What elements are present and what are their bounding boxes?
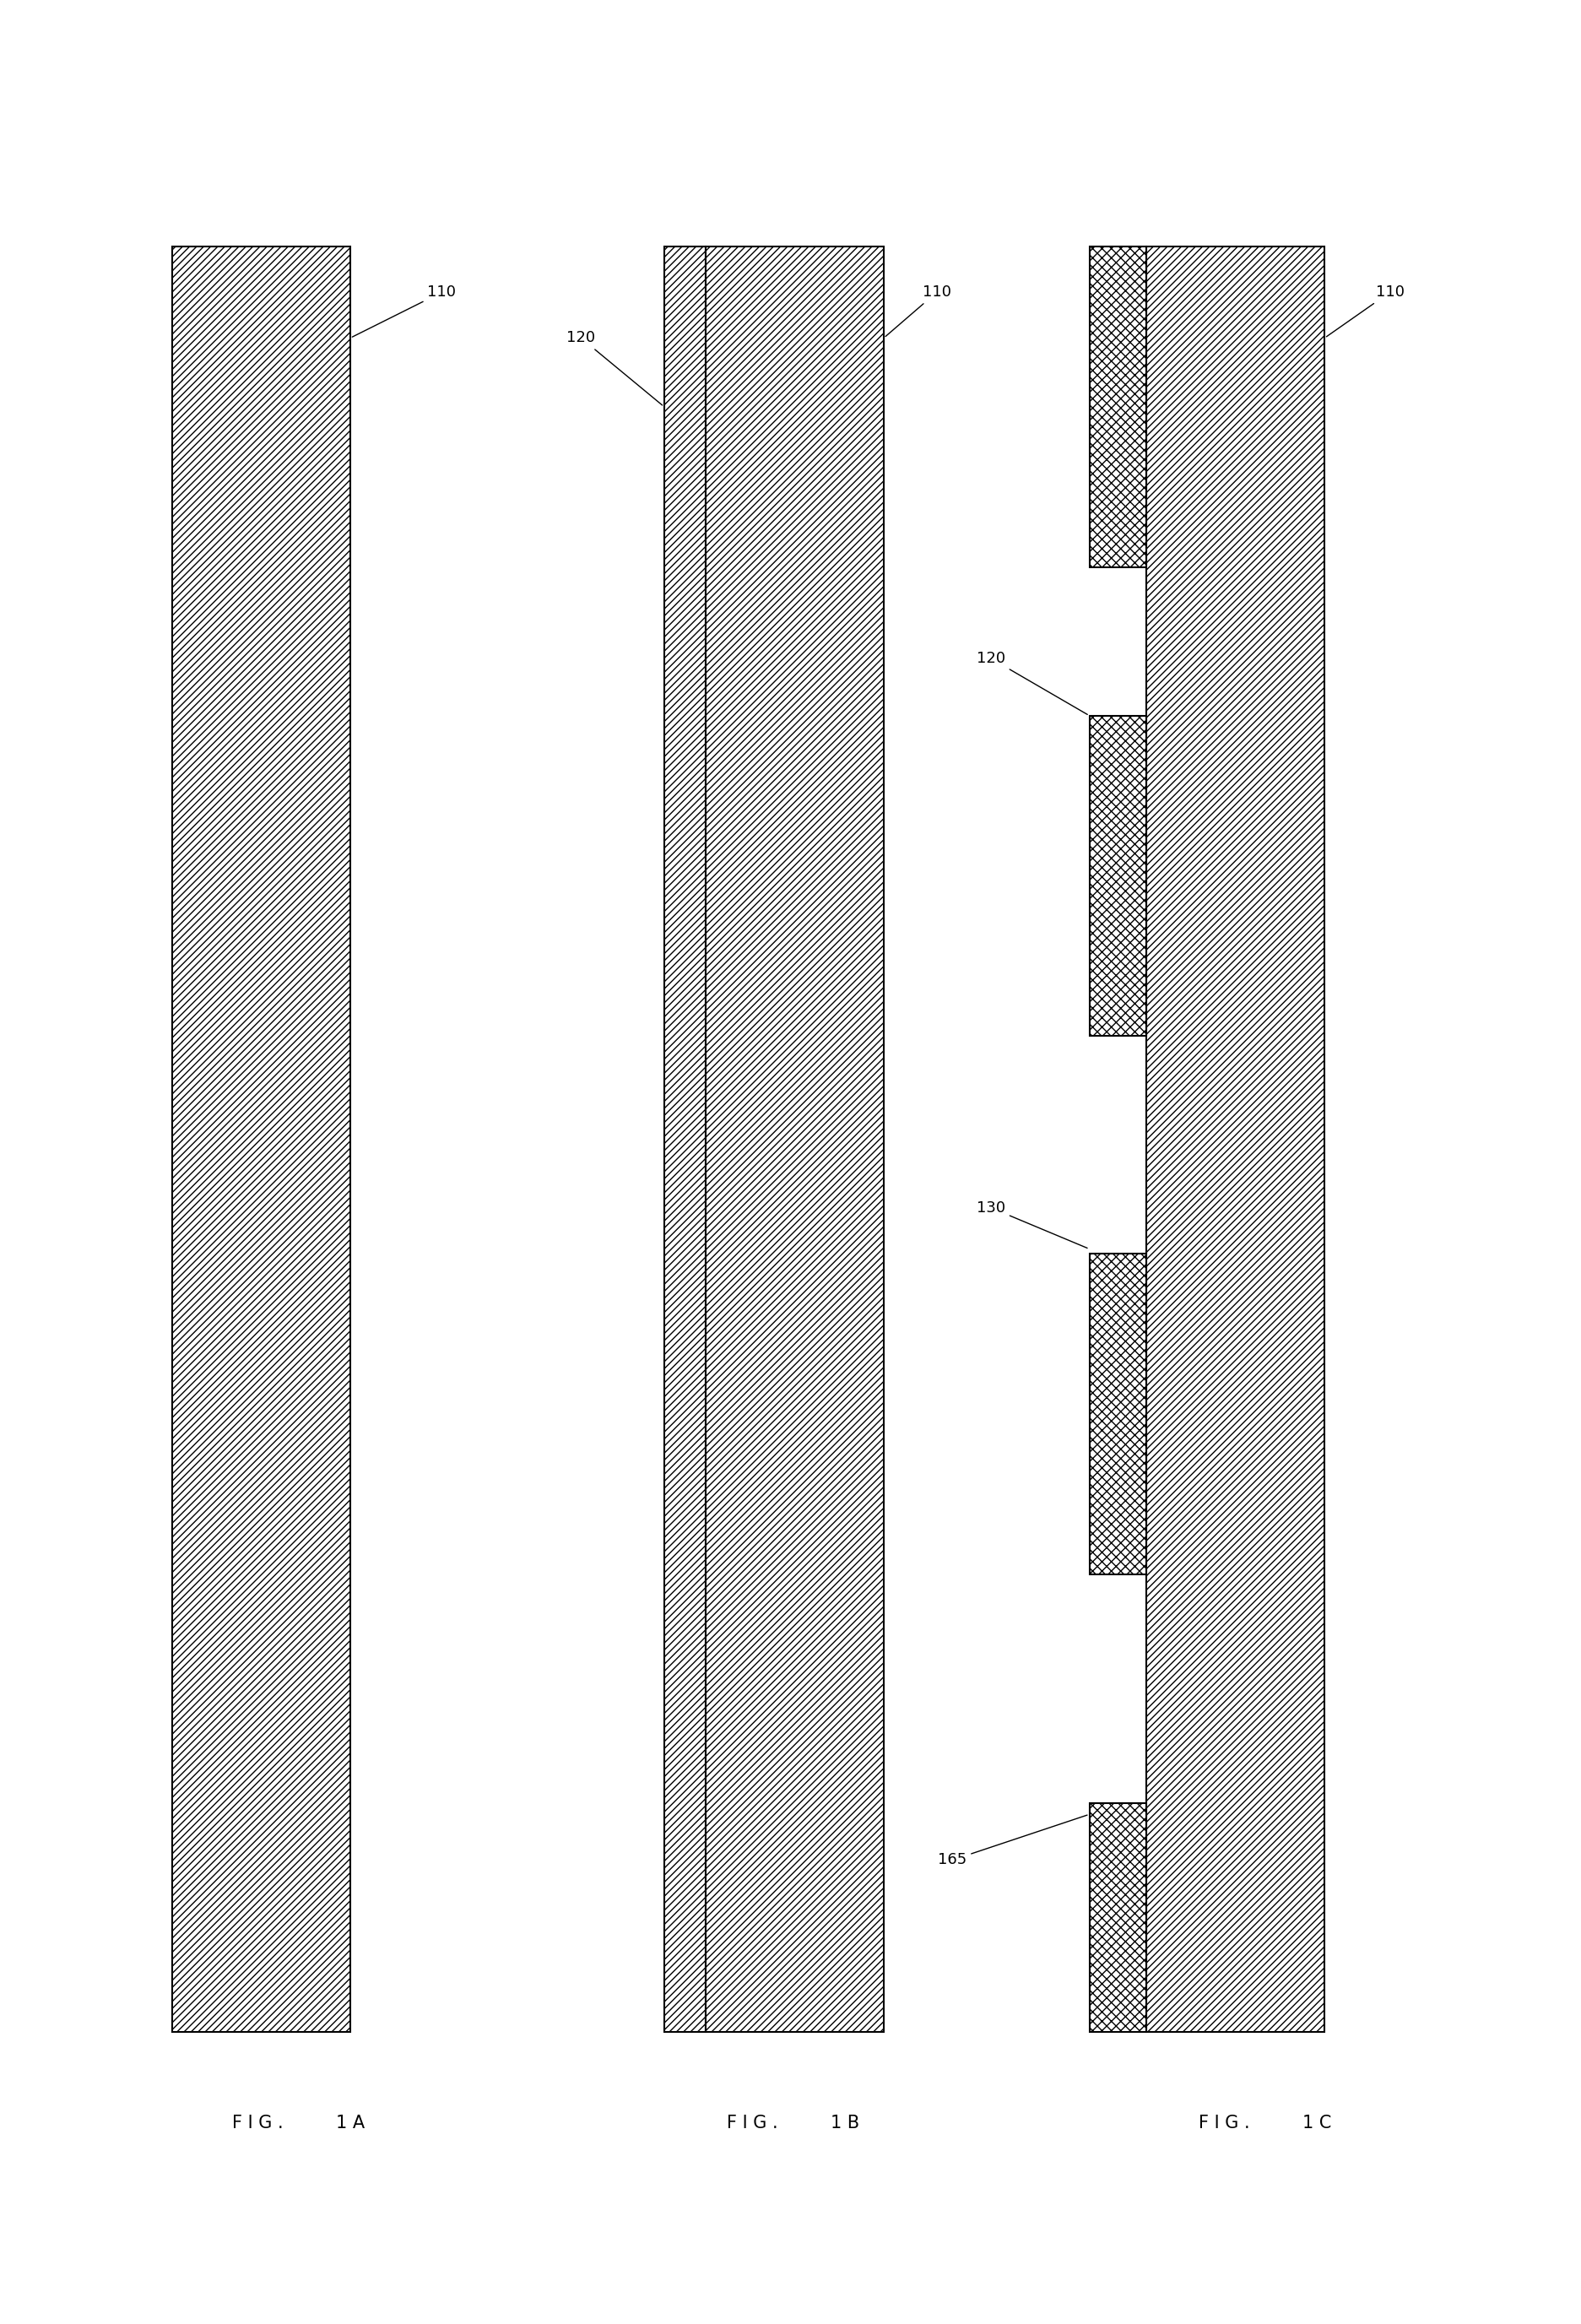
Bar [664,246,705,2031]
Bar [1089,1253,1146,1573]
Bar [1089,716,1146,1037]
Text: 130: 130 [975,1199,1086,1248]
Text: 120: 120 [975,651,1086,713]
Bar [705,246,884,2031]
Text: F I G .: F I G . [726,2115,778,2131]
Text: 120: 120 [566,330,662,404]
Text: F I G .: F I G . [1198,2115,1249,2131]
Bar [1146,246,1323,2031]
Text: F I G .: F I G . [231,2115,283,2131]
Text: 1 C: 1 C [1301,2115,1331,2131]
Bar [1089,1803,1146,2031]
Text: 110: 110 [1326,284,1404,337]
Text: 110: 110 [885,284,950,337]
Text: 165: 165 [938,1815,1086,1868]
Text: 110: 110 [353,284,455,337]
Text: 1 A: 1 A [335,2115,364,2131]
Text: 1 B: 1 B [830,2115,858,2131]
Bar [1089,246,1146,567]
Bar [172,246,349,2031]
